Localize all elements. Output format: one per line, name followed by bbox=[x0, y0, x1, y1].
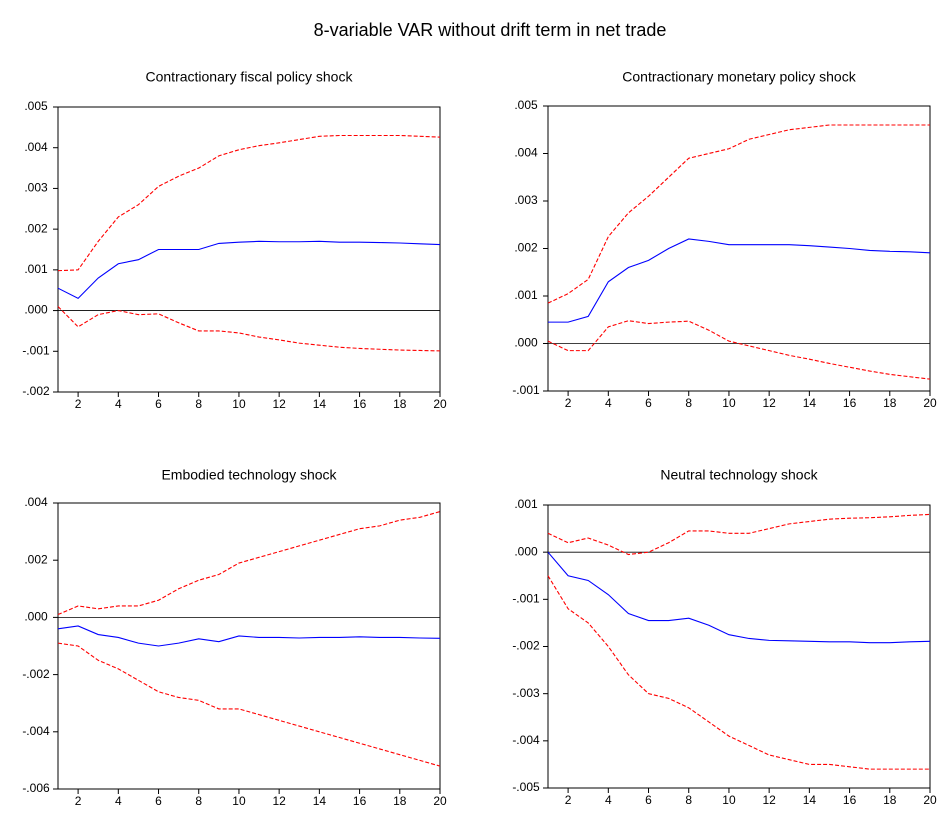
y-tick-label: -.003 bbox=[512, 686, 540, 700]
y-tick-label: -.004 bbox=[512, 733, 540, 747]
x-tick-label: 20 bbox=[433, 794, 447, 808]
x-tick-label: 18 bbox=[883, 396, 897, 410]
x-tick-label: 8 bbox=[685, 396, 692, 410]
x-tick-label: 12 bbox=[272, 397, 286, 411]
y-tick-label: .001 bbox=[514, 497, 538, 511]
series-line bbox=[547, 124, 930, 304]
x-tick-label: 6 bbox=[155, 794, 162, 808]
series-line bbox=[547, 551, 931, 644]
x-tick-label: 8 bbox=[195, 397, 202, 411]
panel-title: Contractionary monetary policy shock bbox=[622, 69, 856, 85]
x-tick-label: 20 bbox=[433, 397, 447, 411]
y-tick-label: .002 bbox=[24, 552, 48, 566]
x-tick-label: 2 bbox=[75, 397, 82, 411]
x-tick-label: 4 bbox=[605, 793, 612, 807]
plot-frame bbox=[57, 502, 441, 790]
x-tick-label: 16 bbox=[353, 397, 367, 411]
x-tick-label: 6 bbox=[645, 793, 652, 807]
y-tick-label: .003 bbox=[24, 181, 48, 195]
series-line bbox=[547, 320, 931, 380]
y-tick-label: .000 bbox=[514, 544, 538, 558]
series-line bbox=[57, 642, 441, 767]
panel-title: Neutral technology shock bbox=[660, 467, 818, 483]
y-tick-label: .004 bbox=[24, 495, 48, 509]
x-tick-label: 14 bbox=[313, 794, 327, 808]
series-line bbox=[57, 625, 441, 647]
x-tick-label: 10 bbox=[232, 794, 246, 808]
x-tick-label: 2 bbox=[565, 793, 572, 807]
plot-frame bbox=[547, 105, 931, 392]
x-tick-label: 6 bbox=[645, 396, 652, 410]
plot-frame bbox=[57, 106, 441, 393]
x-tick-label: 10 bbox=[232, 397, 246, 411]
y-tick-label: -.002 bbox=[22, 667, 50, 681]
y-tick-label: .002 bbox=[514, 241, 538, 255]
panel-title: Embodied technology shock bbox=[161, 467, 337, 483]
x-tick-label: 20 bbox=[923, 396, 937, 410]
plot-frame bbox=[547, 504, 931, 789]
series-line bbox=[547, 513, 931, 556]
x-tick-label: 2 bbox=[565, 396, 572, 410]
panel-title: Contractionary fiscal policy shock bbox=[146, 69, 354, 85]
x-tick-label: 12 bbox=[762, 396, 776, 410]
y-tick-label: .004 bbox=[514, 146, 538, 160]
series-line bbox=[57, 511, 441, 616]
x-tick-label: 18 bbox=[393, 397, 407, 411]
x-tick-label: 8 bbox=[685, 793, 692, 807]
y-tick-label: -.001 bbox=[22, 343, 50, 357]
y-tick-label: .003 bbox=[514, 193, 538, 207]
y-tick-label: -.001 bbox=[512, 592, 540, 606]
y-tick-label: .000 bbox=[24, 303, 48, 317]
x-tick-label: 18 bbox=[393, 794, 407, 808]
y-tick-label: .000 bbox=[24, 610, 48, 624]
x-tick-label: 16 bbox=[843, 396, 857, 410]
y-tick-label: -.002 bbox=[512, 639, 540, 653]
x-tick-label: 14 bbox=[803, 793, 817, 807]
x-tick-label: 14 bbox=[313, 397, 327, 411]
x-tick-label: 4 bbox=[115, 397, 122, 411]
x-tick-label: 2 bbox=[75, 794, 82, 808]
y-tick-label: -.002 bbox=[22, 384, 50, 398]
y-tick-label: .001 bbox=[24, 262, 48, 276]
y-tick-label: .001 bbox=[514, 288, 538, 302]
series-line bbox=[57, 134, 441, 272]
x-tick-label: 10 bbox=[722, 793, 736, 807]
x-tick-label: 8 bbox=[195, 794, 202, 808]
x-tick-label: 12 bbox=[272, 794, 286, 808]
x-tick-label: 18 bbox=[883, 793, 897, 807]
y-tick-label: .005 bbox=[514, 98, 538, 112]
y-tick-label: .000 bbox=[514, 336, 538, 350]
y-tick-label: .002 bbox=[24, 221, 48, 235]
figure-title: 8-variable VAR without drift term in net… bbox=[314, 20, 667, 40]
x-tick-label: 12 bbox=[762, 793, 776, 807]
y-tick-label: -.004 bbox=[22, 724, 50, 738]
series-line bbox=[57, 240, 441, 300]
y-tick-label: -.006 bbox=[22, 781, 50, 795]
x-tick-label: 10 bbox=[722, 396, 736, 410]
x-tick-label: 16 bbox=[353, 794, 367, 808]
x-tick-label: 20 bbox=[923, 793, 937, 807]
series-line bbox=[547, 575, 930, 770]
x-tick-label: 4 bbox=[605, 396, 612, 410]
x-tick-label: 6 bbox=[155, 397, 162, 411]
y-tick-label: -.005 bbox=[512, 780, 540, 794]
x-tick-label: 14 bbox=[803, 396, 817, 410]
y-tick-label: .004 bbox=[24, 140, 48, 154]
x-tick-label: 16 bbox=[843, 793, 857, 807]
y-tick-label: .005 bbox=[24, 99, 48, 113]
x-tick-label: 4 bbox=[115, 794, 122, 808]
series-line bbox=[548, 238, 931, 323]
y-tick-label: -.001 bbox=[512, 383, 540, 397]
series-line bbox=[57, 306, 441, 352]
